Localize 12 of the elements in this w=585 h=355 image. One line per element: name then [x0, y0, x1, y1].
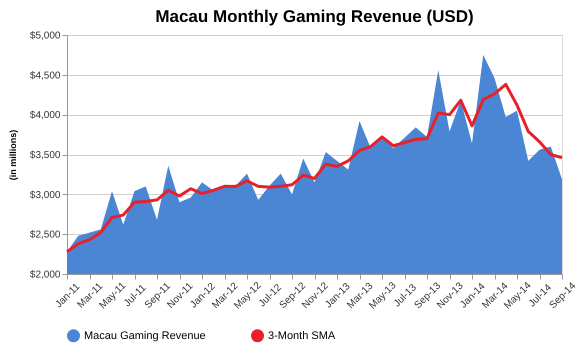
y-tick-label: $4,500 — [30, 70, 61, 82]
y-tick-label: $3,500 — [30, 150, 61, 161]
y-tick-label: $2,500 — [30, 230, 61, 241]
y-tick-label: $2,000 — [30, 270, 61, 280]
legend-label: Macau Gaming Revenue — [84, 330, 206, 342]
y-tick-label: $5,000 — [30, 30, 61, 42]
chart-title: Macau Monthly Gaming Revenue (USD) — [155, 7, 474, 26]
y-tick-label: $4,000 — [30, 110, 61, 122]
line-series — [66, 82, 564, 254]
y-tick-label: $3,000 — [30, 190, 61, 201]
y-axis-title: (in millions) — [8, 130, 18, 180]
legend-label: 3-Month SMA — [268, 330, 336, 342]
